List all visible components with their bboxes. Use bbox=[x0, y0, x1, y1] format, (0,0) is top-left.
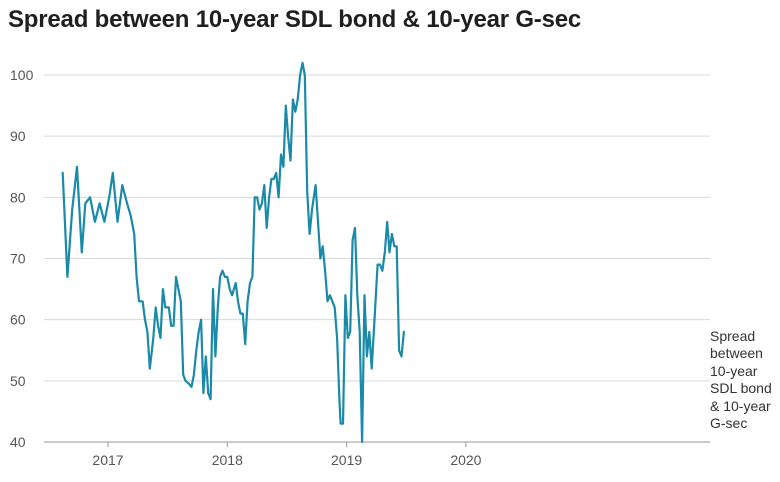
y-tick-label: 40 bbox=[10, 434, 26, 450]
x-tick-label: 2020 bbox=[450, 452, 481, 468]
x-tick-label: 2019 bbox=[331, 452, 362, 468]
y-tick-label: 100 bbox=[10, 67, 34, 83]
series-end-label: Spread between 10-year SDL bond & 10-yea… bbox=[710, 328, 772, 432]
x-tick-label: 2018 bbox=[212, 452, 243, 468]
y-tick-label: 50 bbox=[10, 373, 26, 389]
chart-title: Spread between 10-year SDL bond & 10-yea… bbox=[8, 6, 582, 33]
y-tick-label: 60 bbox=[10, 312, 26, 328]
y-tick-label: 70 bbox=[10, 251, 26, 267]
y-tick-label: 80 bbox=[10, 189, 26, 205]
x-tick-label: 2017 bbox=[92, 452, 123, 468]
series-line bbox=[61, 61, 405, 444]
y-tick-label: 90 bbox=[10, 128, 26, 144]
